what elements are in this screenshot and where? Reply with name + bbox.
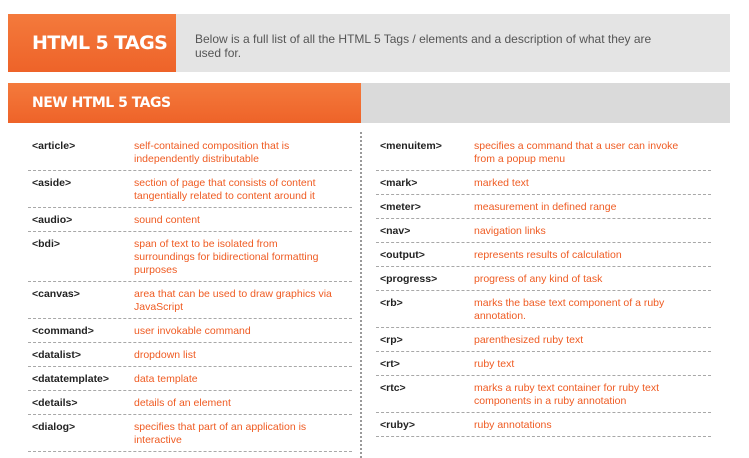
tag-row: <aside> section of page that consists of … <box>28 171 352 208</box>
tag-name: <rp> <box>380 334 403 346</box>
tag-description: ruby text <box>474 358 515 370</box>
tag-row: <nav> navigation links <box>376 219 711 243</box>
tag-description: area that can be used to draw graphics v… <box>134 288 332 313</box>
tag-row: <article> self-contained composition that… <box>28 134 352 171</box>
tag-name: <nav> <box>380 225 411 237</box>
tag-row: <command> user invokable command <box>28 319 352 343</box>
tag-row: <canvas> area that can be used to draw gr… <box>28 282 352 319</box>
tag-name: <mark> <box>380 177 418 189</box>
tag-description: specifies a command that a user can invo… <box>474 140 679 165</box>
tag-description: self-contained composition that is indep… <box>134 140 290 165</box>
tag-row: <progress> progress of any kind of task <box>376 267 711 291</box>
section-title: NEW HTML 5 TAGS <box>8 83 361 123</box>
tag-name: <aside> <box>32 177 72 189</box>
tag-description: progress of any kind of task <box>474 273 603 285</box>
tag-row: <datalist> dropdown list <box>28 343 352 367</box>
tag-row: <audio> sound content <box>28 208 352 232</box>
tag-name: <datatemplate> <box>32 373 110 385</box>
tag-description: user invokable command <box>134 325 251 337</box>
tag-description: parenthesized ruby text <box>474 334 584 346</box>
column-divider <box>360 132 362 458</box>
tag-name: <rtc> <box>380 382 406 394</box>
tag-row: <rt> ruby text <box>376 352 711 376</box>
section-header: NEW HTML 5 TAGS <box>8 83 730 123</box>
tag-row: <menuitem> specifies a command that a use… <box>376 134 711 171</box>
tag-description: measurement in defined range <box>474 201 617 213</box>
tag-description: navigation links <box>474 225 546 237</box>
tag-description: span of text to be isolated from surroun… <box>134 238 319 276</box>
tag-name: <progress> <box>380 273 438 285</box>
tag-description: specifies that part of an application is… <box>134 421 307 446</box>
tag-row: <output> represents results of calculatio… <box>376 243 711 267</box>
tag-name: <rt> <box>380 358 400 370</box>
tag-description: section of page that consists of content… <box>134 177 316 202</box>
tag-row: <details> details of an element <box>28 391 352 415</box>
tag-list-left: <article> self-contained composition that… <box>28 134 352 452</box>
tag-name: <output> <box>380 249 425 261</box>
tag-name: <datalist> <box>32 349 82 361</box>
tag-name: <rb> <box>380 297 403 309</box>
tag-list-right: <menuitem> specifies a command that a use… <box>376 134 711 437</box>
tag-description: represents results of calculation <box>474 249 622 261</box>
tag-name: <article> <box>32 140 76 152</box>
tag-name: <audio> <box>32 214 73 226</box>
tag-row: <mark> marked text <box>376 171 711 195</box>
tag-row: <rb> marks the base text component of a r… <box>376 291 711 328</box>
tag-row: <rp> parenthesized ruby text <box>376 328 711 352</box>
page-title: HTML 5 TAGS <box>8 14 176 72</box>
tag-description: marks the base text component of a ruby … <box>474 297 665 322</box>
tag-row: <datatemplate> data template <box>28 367 352 391</box>
tag-name: <details> <box>32 397 78 409</box>
page-description: Below is a full list of all the HTML 5 T… <box>195 32 652 60</box>
tag-row: <ruby> ruby annotations <box>376 413 711 437</box>
tag-name: <menuitem> <box>380 140 442 152</box>
tag-name: <command> <box>32 325 94 337</box>
tag-row: <meter> measurement in defined range <box>376 195 711 219</box>
tag-name: <canvas> <box>32 288 80 300</box>
tag-description: dropdown list <box>134 349 196 361</box>
tag-row: <rtc> marks a ruby text container for rub… <box>376 376 711 413</box>
tag-description: marks a ruby text container for ruby tex… <box>474 382 659 407</box>
tag-description: details of an element <box>134 397 231 409</box>
tag-row: <bdi> span of text to be isolated from su… <box>28 232 352 282</box>
tag-name: <dialog> <box>32 421 76 433</box>
tag-name: <bdi> <box>32 238 61 250</box>
tag-description: marked text <box>474 177 529 189</box>
tag-name: <meter> <box>380 201 421 213</box>
tag-row: <dialog> specifies that part of an applic… <box>28 415 352 452</box>
tag-description: data template <box>134 373 198 385</box>
tag-description: sound content <box>134 214 200 226</box>
tag-name: <ruby> <box>380 419 416 431</box>
header-banner: HTML 5 TAGS Below is a full list of all … <box>8 14 730 72</box>
tag-description: ruby annotations <box>474 419 552 431</box>
